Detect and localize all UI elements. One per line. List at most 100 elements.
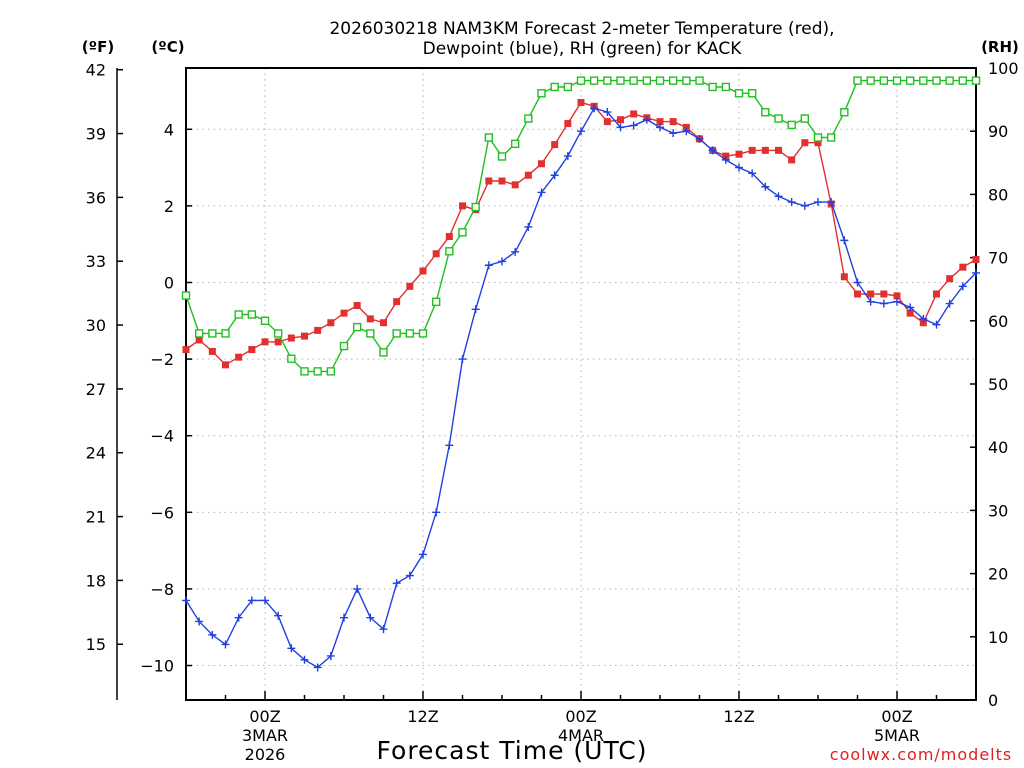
- temperature-point: [393, 298, 401, 306]
- rh-tick-label: 0: [988, 691, 998, 710]
- rh-point: [629, 76, 638, 85]
- rh-point: [524, 114, 533, 123]
- temperature-point: [340, 309, 348, 317]
- rh-unit-label: (RH): [981, 38, 1019, 56]
- temperature-point: [235, 353, 243, 361]
- temperature-point: [314, 326, 322, 334]
- dewpoint-point: [932, 320, 941, 329]
- rh-point: [642, 76, 652, 85]
- fahrenheit-tick-label: 21: [86, 508, 106, 527]
- temperature-point: [301, 332, 308, 340]
- rh-point: [194, 329, 204, 338]
- temperature-point: [195, 336, 203, 344]
- celsius-tick-label: 4: [164, 120, 174, 139]
- temperature-point: [182, 346, 190, 354]
- dewpoint-point: [445, 441, 454, 450]
- temperature-point: [327, 319, 335, 327]
- dewpoint-point: [379, 625, 388, 634]
- dewpoint-point: [221, 640, 230, 649]
- rh-point: [747, 89, 757, 98]
- rh-point: [471, 202, 480, 212]
- rh-point: [484, 133, 494, 142]
- temperature-point: [274, 338, 282, 346]
- time-tick-label: 00Z: [565, 707, 596, 726]
- rh-point: [787, 120, 796, 130]
- rh-point: [682, 76, 691, 85]
- rh-point: [905, 76, 915, 85]
- dewpoint-point: [182, 596, 190, 605]
- temperature-point: [669, 118, 677, 126]
- temperature-point: [222, 361, 229, 369]
- temperature-point: [906, 309, 914, 317]
- dewpoint-point: [853, 278, 862, 287]
- dewpoint-point: [274, 611, 283, 620]
- time-tick-label: 12Z: [723, 707, 754, 726]
- temperature-point: [656, 118, 664, 126]
- rh-point: [813, 133, 823, 142]
- rh-tick-label: 30: [988, 501, 1008, 520]
- temperature-point: [617, 116, 624, 124]
- rh-point: [655, 76, 665, 85]
- rh-point: [313, 367, 322, 376]
- dewpoint-point: [945, 299, 954, 308]
- temperature-point: [445, 233, 453, 241]
- temperature-point: [880, 290, 888, 298]
- dewpoint-point: [893, 297, 901, 306]
- rh-point: [260, 316, 270, 325]
- fahrenheit-tick-label: 15: [86, 635, 106, 654]
- dewpoint-point: [340, 613, 348, 622]
- dewpoint-point: [300, 655, 309, 664]
- temperature-point: [538, 160, 545, 168]
- temperature-point: [814, 139, 822, 147]
- rh-point: [932, 76, 941, 85]
- rh-point: [668, 76, 678, 85]
- credit-text: coolwx.com/modelts: [830, 745, 1012, 764]
- time-tick-label: 00Z: [881, 707, 912, 726]
- rh-point: [550, 82, 559, 92]
- temperature-point: [603, 118, 611, 126]
- rh-tick-label: 70: [988, 249, 1008, 268]
- rh-point: [853, 76, 862, 85]
- rh-point: [366, 329, 375, 338]
- temperature-point: [788, 156, 796, 164]
- gridlines: [186, 68, 976, 700]
- temperature-point: [248, 346, 256, 354]
- dewpoint-point: [721, 155, 730, 164]
- chart-title-line1: 2026030218 NAM3KM Forecast 2-meter Tempe…: [329, 19, 834, 39]
- rh-tick-label: 60: [988, 312, 1008, 331]
- celsius-tick-label: −10: [140, 657, 174, 676]
- fahrenheit-tick-label: 27: [86, 380, 106, 399]
- rh-point: [945, 76, 954, 85]
- temperature-point: [630, 110, 638, 118]
- fahrenheit-tick-label: 36: [86, 188, 106, 207]
- dewpoint-point: [537, 188, 546, 197]
- time-tick-label: 12Z: [407, 707, 438, 726]
- dewpoint-point: [208, 630, 217, 639]
- rh-point: [379, 348, 388, 357]
- celsius-tick-label: 2: [164, 197, 174, 216]
- dewpoint-point: [695, 134, 704, 143]
- dewpoint-point: [287, 644, 296, 653]
- temperature-point: [972, 256, 980, 264]
- dewpoint-point: [484, 261, 493, 270]
- temperature-point: [459, 202, 466, 210]
- temperature-point: [735, 150, 743, 158]
- x-axis-label: Forecast Time (UTC): [377, 736, 648, 765]
- dewpoint-point: [800, 201, 809, 210]
- dewpoint-point: [234, 613, 243, 622]
- rh-point: [695, 76, 704, 85]
- date-tick-label: 4MAR: [558, 726, 604, 745]
- dewpoint-point: [919, 314, 928, 323]
- temperature-point: [761, 146, 769, 154]
- rh-point: [589, 76, 599, 85]
- rh-point: [616, 76, 625, 85]
- rh-point: [800, 114, 810, 123]
- celsius-tick-label: −6: [150, 503, 174, 522]
- temperature-point: [893, 292, 901, 300]
- dewpoint-point: [326, 651, 335, 660]
- dewpoint-point: [247, 596, 256, 605]
- rh-tick-label: 90: [988, 122, 1008, 141]
- temperature-point: [524, 171, 532, 179]
- dewpoint-point: [735, 163, 743, 172]
